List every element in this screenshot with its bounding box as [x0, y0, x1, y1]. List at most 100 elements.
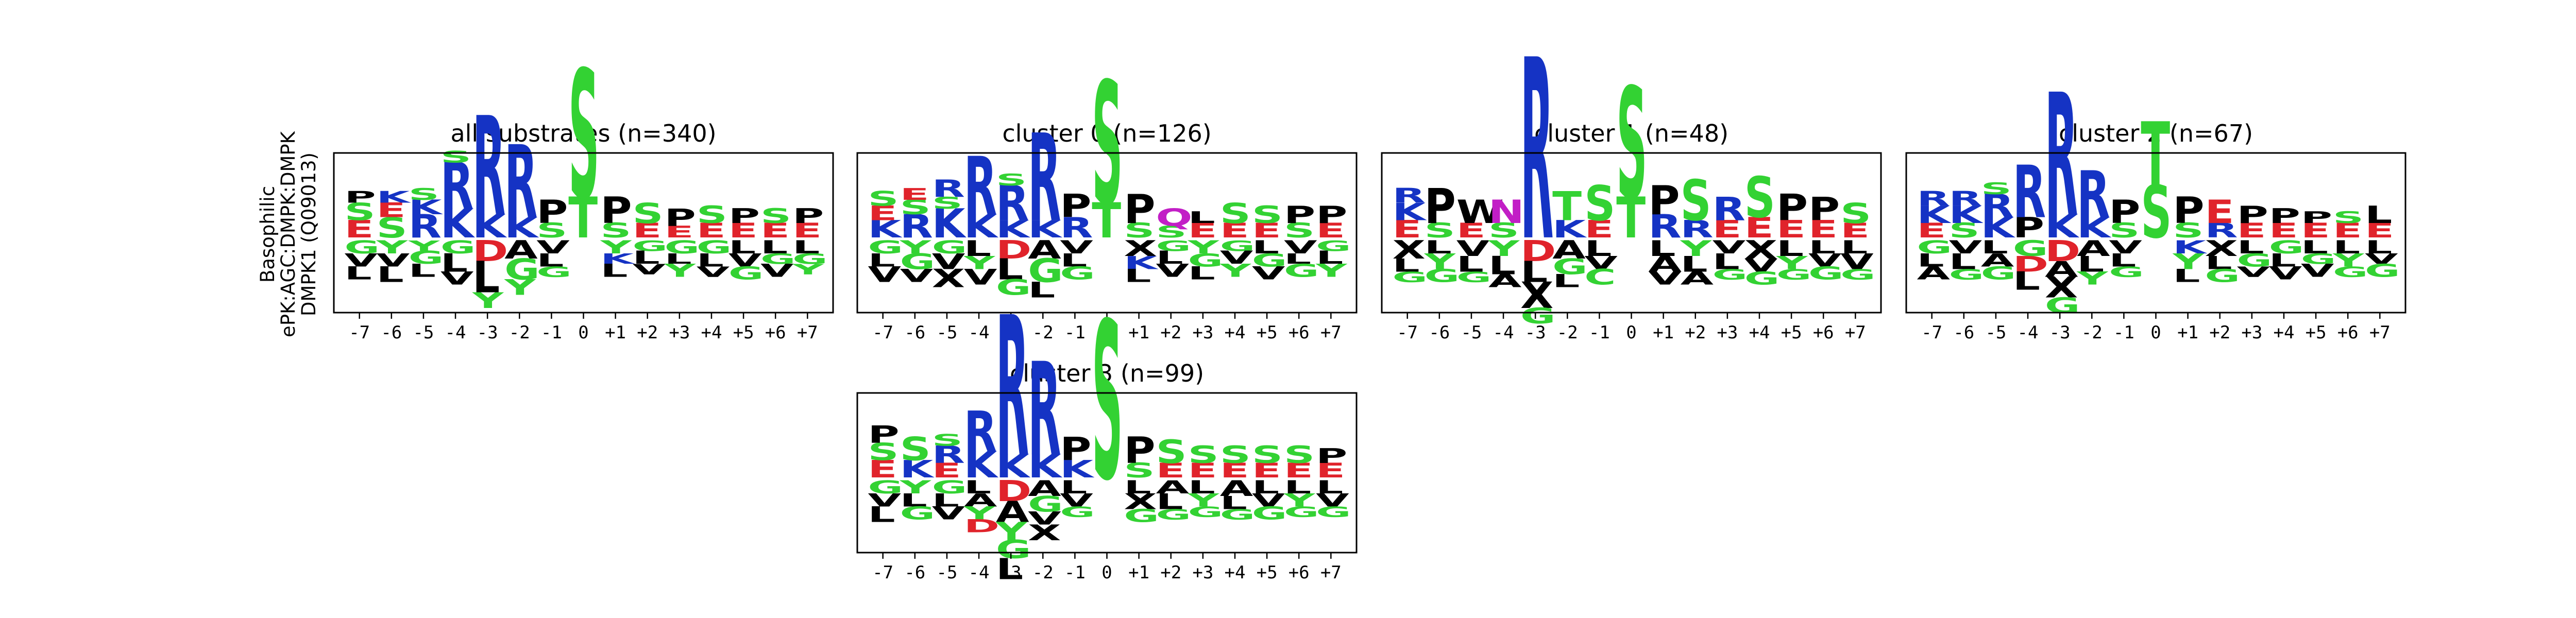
logo-letter-depleted: L — [2333, 237, 2360, 258]
logo-letter-depleted: V — [932, 249, 965, 274]
logo-letter: P — [1284, 200, 1315, 229]
logo-letter-depleted: G — [1060, 263, 1095, 284]
logo-letter: S — [2173, 219, 2204, 243]
logo-letter: K — [996, 448, 1031, 485]
logo-letter-depleted: G — [996, 536, 1031, 565]
logo-letter: R — [1060, 212, 1093, 244]
logo-letter-depleted: L — [996, 552, 1023, 586]
logo-letter-depleted: Y — [1283, 490, 1316, 511]
logo-letter-depleted: G — [1188, 250, 1223, 271]
logo-letter: R — [1028, 335, 1061, 485]
logo-letter: R — [1520, 7, 1553, 297]
logo-letter-depleted: Y — [1680, 236, 1712, 261]
logo-letter-depleted: A — [1917, 263, 1950, 284]
x-tick-label: +5 — [1781, 322, 1802, 343]
logo-letter-depleted: A — [1681, 268, 1714, 289]
logo-letter: S — [900, 431, 931, 468]
logo-letter: E — [1188, 459, 1217, 483]
logo-panels: all substrates (n=340)ESPGVL-7SEKYVL-6RK… — [333, 7, 2406, 586]
logo-letter: T — [1552, 183, 1582, 230]
logo-letter-depleted: G — [2301, 250, 2336, 267]
logo-letter-depleted: G — [1713, 266, 1748, 283]
logo-letter-depleted: L — [536, 250, 564, 271]
logo-letter: K — [377, 188, 412, 207]
x-tick-label: -7 — [349, 322, 370, 343]
logo-letter-depleted: L — [1284, 250, 1311, 267]
logo-letter-depleted: G — [665, 237, 700, 258]
x-tick-label: +5 — [2306, 322, 2327, 343]
logo-letter-depleted: G — [1917, 237, 1952, 258]
logo-letter-depleted: L — [1552, 271, 1580, 291]
logo-letter: R — [900, 208, 933, 245]
logo-letter-depleted: L — [2365, 237, 2392, 258]
logo-letter-depleted: V — [2237, 263, 2270, 280]
x-tick-label: 0 — [1101, 322, 1112, 343]
logo-letter: K — [964, 208, 999, 245]
logo-letter-depleted: L — [1392, 255, 1419, 276]
x-tick-label: +3 — [2241, 322, 2262, 343]
logo-letter-depleted: G — [1552, 254, 1587, 280]
logo-letter: P — [792, 205, 824, 228]
logo-letter-depleted: G — [1808, 263, 1843, 284]
logo-letter-depleted: X — [1028, 520, 1061, 545]
logo-letter: R — [2205, 219, 2238, 243]
logo-letter-depleted: D — [2045, 234, 2080, 268]
logo-letter: E — [1917, 219, 1946, 243]
logo-letter: S — [1744, 165, 1775, 231]
logo-letter-depleted: V — [1316, 490, 1349, 511]
logo-letter-depleted: G — [2237, 250, 2272, 271]
x-tick-label: +6 — [1289, 562, 1310, 583]
logo-letter-depleted: Y — [2076, 268, 2109, 289]
logo-letter-depleted: G — [409, 247, 444, 268]
logo-letter-depleted: G — [1284, 261, 1319, 281]
logo-letter: P — [1124, 430, 1155, 472]
logo-letter-depleted: G — [792, 250, 827, 267]
logo-letter-depleted: G — [932, 477, 967, 497]
x-tick-label: +4 — [701, 322, 722, 343]
x-tick-label: +4 — [1749, 322, 1770, 343]
logo-letter: P — [1425, 178, 1456, 234]
logo-panel-1: cluster 0 (n=126)KESGLV-7RSEYGV-6KSRGVX-… — [856, 47, 1358, 343]
logo-letter-depleted: Y — [2172, 249, 2205, 274]
x-tick-label: -3 — [1525, 322, 1546, 343]
logo-letter: P — [2109, 194, 2140, 231]
logo-letter-depleted: L — [1456, 252, 1484, 277]
logo-letter-depleted: L — [728, 237, 756, 258]
logo-letter-depleted: V — [2301, 261, 2334, 281]
x-tick-label: -3 — [477, 322, 498, 343]
logo-panel-2: cluster 1 (n=48)EKRXLG-7SPLYG-6EWVLG-5SN… — [1381, 7, 1882, 343]
logo-letter-depleted: L — [868, 502, 895, 527]
logo-letter-depleted: G — [1220, 237, 1255, 254]
logo-letter-depleted: G — [1156, 237, 1191, 254]
logo-letter-depleted: L — [932, 490, 959, 511]
logo-letter-depleted: L — [2205, 253, 2232, 273]
x-tick-label: +4 — [1224, 322, 1245, 343]
logo-letter-depleted: L — [1220, 493, 1247, 513]
logo-letter-depleted: V — [868, 490, 901, 511]
x-tick-label: +6 — [1813, 322, 1834, 343]
logo-letter: P — [2269, 205, 2300, 228]
x-tick-label: -1 — [2113, 322, 2134, 343]
logo-letter: S — [900, 196, 931, 219]
panel-title: cluster 1 (n=48) — [1534, 119, 1728, 147]
logo-letter: K — [409, 196, 444, 219]
x-tick-label: +4 — [1224, 562, 1245, 583]
logo-letter-depleted: G — [1316, 503, 1351, 520]
x-tick-label: +1 — [1128, 322, 1149, 343]
x-tick-label: -3 — [1001, 562, 1022, 583]
x-tick-label: -2 — [1032, 562, 1054, 583]
logo-letter-depleted: G — [1220, 506, 1255, 523]
logo-letter-depleted: L — [1648, 236, 1675, 261]
logo-letter: Q — [1156, 203, 1193, 232]
logo-letter: S — [868, 187, 899, 211]
logo-letter: S — [1681, 168, 1711, 233]
logo-letter: E — [1316, 459, 1345, 483]
x-tick-label: -4 — [1493, 322, 1514, 343]
logo-letter-depleted: G — [900, 503, 935, 524]
x-tick-label: +6 — [765, 322, 786, 343]
logo-letter-depleted: L — [1808, 237, 1836, 258]
logo-panel-0: all substrates (n=340)ESPGVL-7SEKYVL-6RK… — [333, 33, 834, 343]
logo-letter: S — [1252, 200, 1283, 229]
logo-letter-depleted: L — [697, 250, 724, 271]
logo-letter: K — [2077, 212, 2112, 244]
